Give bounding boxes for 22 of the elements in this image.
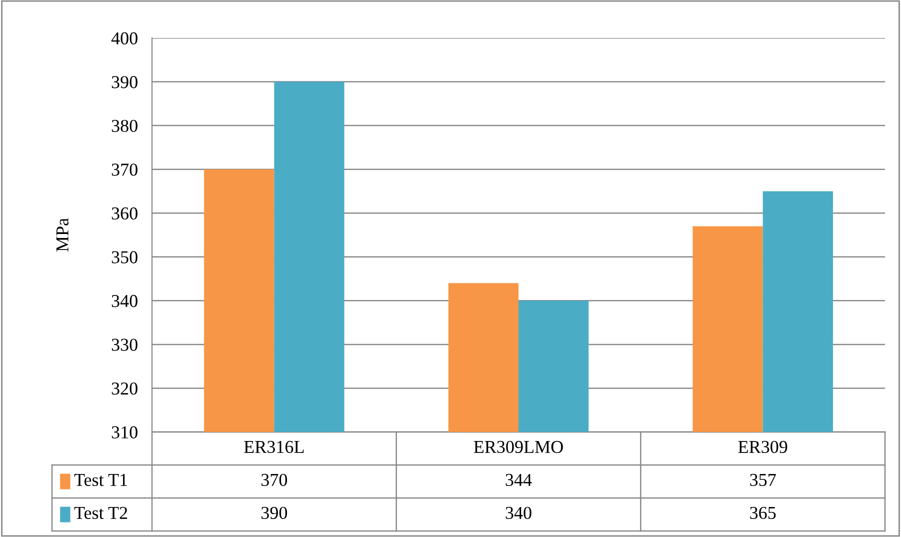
data-label: 390 xyxy=(261,506,288,520)
y-tick-label: 380 xyxy=(112,120,138,132)
x-tick-label: ER309 xyxy=(738,440,788,454)
y-tick-label: 320 xyxy=(112,382,138,395)
y-axis-title: MPa xyxy=(56,218,68,252)
y-tick-label: 350 xyxy=(112,251,138,264)
data-label: 370 xyxy=(261,474,288,486)
y-tick-label: 330 xyxy=(112,338,138,351)
data-label: 340 xyxy=(506,506,532,520)
x-tick-label: ER309LMO xyxy=(474,440,563,454)
y-tick-label: 340 xyxy=(112,294,138,308)
x-tick-label: ER316L xyxy=(244,440,304,454)
data-label: 357 xyxy=(750,474,776,486)
y-tick-label: 370 xyxy=(112,164,138,176)
legend-label: Test T1 xyxy=(74,474,127,486)
legend-label: Test T2 xyxy=(74,506,128,520)
y-tick-label: 360 xyxy=(112,207,138,220)
y-tick-label: 400 xyxy=(111,32,138,44)
data-label: 365 xyxy=(750,506,776,520)
data-label: 344 xyxy=(506,474,532,486)
y-tick-label: 310 xyxy=(112,426,138,438)
y-tick-label: 390 xyxy=(112,76,138,88)
